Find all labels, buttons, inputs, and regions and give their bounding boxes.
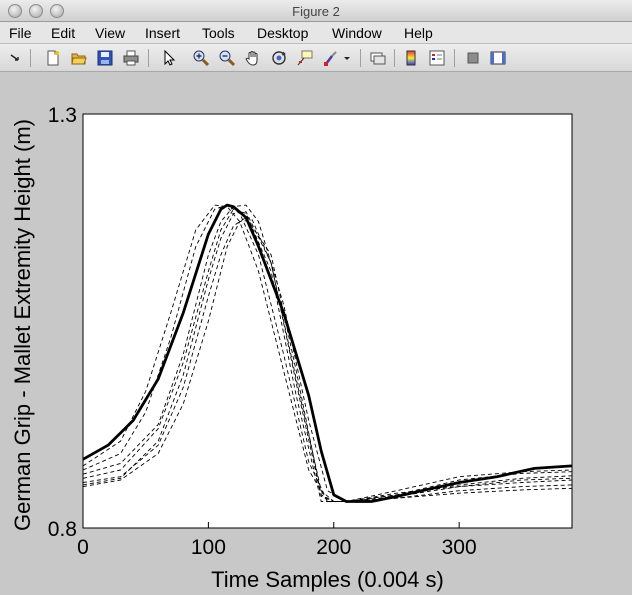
series-line-5: [82, 204, 573, 502]
series-line-2: [82, 217, 573, 502]
y-tick-label: 0.8: [48, 518, 77, 541]
new-figure-icon[interactable]: [44, 49, 62, 67]
save-icon[interactable]: [96, 49, 114, 67]
figure-canvas: 0 100 200 300 0.8 1.3 German Grip - Mallet Ex…: [0, 72, 632, 595]
x-tick-label: 300: [442, 536, 477, 559]
zoom-window-button[interactable]: [50, 4, 64, 18]
menu-help[interactable]: Help: [404, 25, 433, 41]
plot-area[interactable]: [82, 113, 573, 529]
y-axis-label: German Grip - Mallet Extremity Height (m…: [10, 119, 35, 531]
x-tick-label: 200: [316, 536, 351, 559]
y-tick-label: 1.3: [48, 104, 77, 127]
link-plot-icon[interactable]: [369, 49, 387, 67]
pan-hand-icon[interactable]: [244, 49, 262, 67]
menu-tools[interactable]: Tools: [202, 25, 235, 41]
series-line-1: [82, 208, 573, 502]
legend-icon[interactable]: [428, 49, 446, 67]
x-axis-label: Time Samples (0.004 s): [211, 567, 444, 592]
window-titlebar: Figure 2: [0, 0, 632, 22]
line-chart: 0 100 200 300 0.8 1.3 German Grip - Mallet Ex…: [10, 104, 573, 592]
series-line-0: [82, 203, 573, 503]
zoom-in-icon[interactable]: [192, 49, 210, 67]
series-line-3: [82, 204, 573, 502]
select-pointer-icon[interactable]: [160, 49, 178, 67]
brush-dropdown-icon[interactable]: [342, 49, 352, 67]
data-cursor-icon[interactable]: [296, 49, 314, 67]
menu-edit[interactable]: Edit: [51, 25, 76, 41]
x-tick-label: 100: [191, 536, 226, 559]
close-window-button[interactable]: [8, 4, 22, 18]
menu-insert[interactable]: Insert: [145, 25, 181, 41]
menu-bar: File Edit View Insert Tools Desktop Wind…: [0, 22, 632, 44]
minimize-window-button[interactable]: [29, 4, 43, 18]
figure-toolbar: [0, 44, 632, 72]
menu-window[interactable]: Window: [332, 25, 382, 41]
brush-icon[interactable]: [322, 49, 340, 67]
window-title: Figure 2: [292, 4, 340, 19]
series-line-6: [82, 204, 573, 502]
menu-desktop[interactable]: Desktop: [257, 25, 309, 41]
rotate-3d-icon[interactable]: [270, 49, 288, 67]
open-file-icon[interactable]: [70, 49, 88, 67]
menu-view[interactable]: View: [95, 25, 126, 41]
hide-plot-tools-icon[interactable]: [464, 49, 482, 67]
print-icon[interactable]: [122, 49, 140, 67]
colorbar-icon[interactable]: [402, 49, 420, 67]
x-tick-label: 0: [77, 536, 89, 559]
series-line-7: [82, 211, 573, 502]
arrow-icon[interactable]: [6, 49, 24, 67]
show-plot-tools-icon[interactable]: [489, 49, 507, 67]
menu-file[interactable]: File: [9, 25, 32, 41]
zoom-out-icon[interactable]: [218, 49, 236, 67]
series-line-4: [82, 219, 573, 502]
